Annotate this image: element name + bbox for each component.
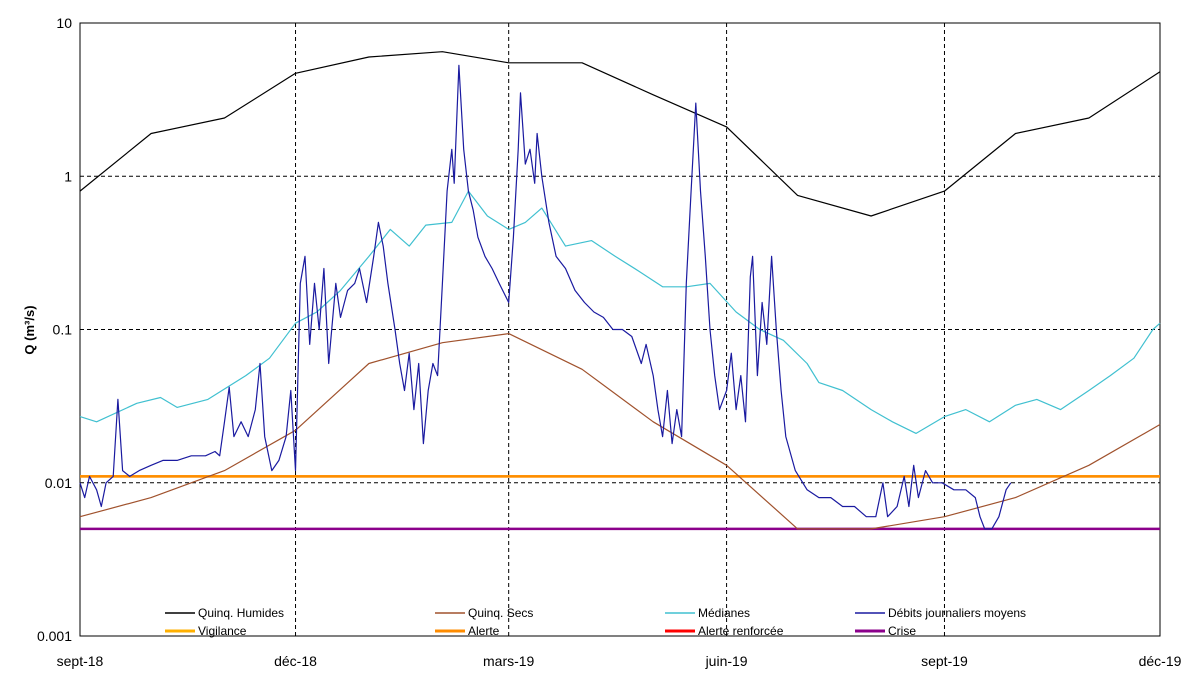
y-tick-label: 0.001 [37,628,72,644]
y-tick-label: 0.1 [53,322,73,338]
legend-label: Alerte [468,624,500,638]
y-tick-label: 1 [64,168,72,184]
series-line-0 [79,51,1161,217]
series-line-1 [79,333,1161,530]
legend-label: Quinq. Secs [468,606,533,620]
x-tick-labels: sept-18 déc-18 mars-19 juin-19 sept-19 déc-19 [57,653,1182,669]
legend-label: Vigilance [198,624,247,638]
legend-label: Débits journaliers moyens [888,606,1026,620]
series-line-2 [79,190,1161,434]
x-tick-label: mars-19 [483,653,535,669]
y-tick-label: 0.01 [45,475,72,491]
legend-label: Crise [888,624,916,638]
legend: Quinq. Humides Quinq. Secs Médianes Débits … [165,606,1026,638]
legend-label: Alerte renforcée [698,624,784,638]
series-line-3 [79,64,1012,530]
legend-label: Médianes [698,606,750,620]
y-tick-label: 10 [56,15,72,31]
legend-label: Quinq. Humides [198,606,284,620]
x-tick-label: sept-19 [921,653,968,669]
x-tick-label: déc-19 [1139,653,1182,669]
y-tick-labels: 10 1 0.1 0.01 0.001 [37,15,72,644]
x-tick-label: déc-18 [274,653,317,669]
x-tick-label: juin-19 [705,653,748,669]
y-axis-title: Q (m³/s) [22,305,37,354]
series-layer [79,51,1161,531]
x-tick-label: sept-18 [57,653,104,669]
